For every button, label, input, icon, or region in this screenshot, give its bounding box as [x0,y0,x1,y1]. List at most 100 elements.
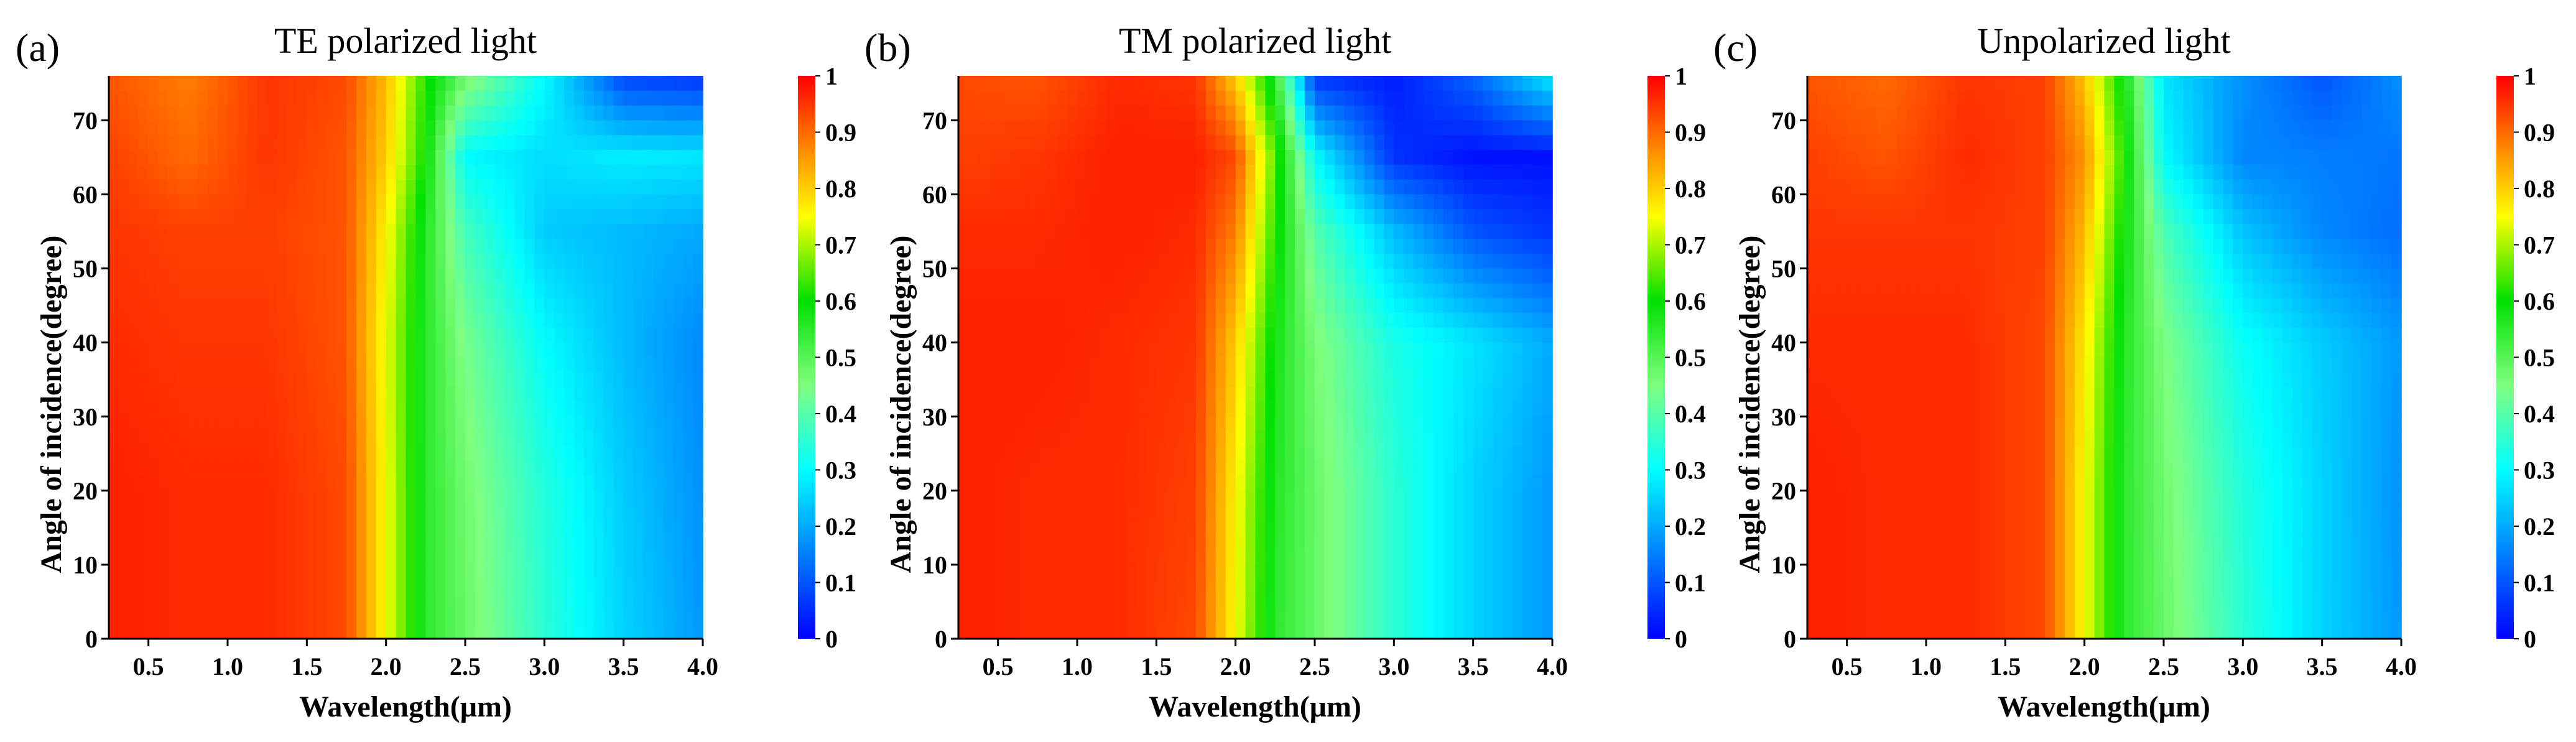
heatmap-cell [683,520,693,536]
heatmap-cell [1315,550,1325,565]
colorbar-tick-label: 0.8 [825,175,856,203]
heatmap-cell [1483,135,1494,151]
heatmap-cell [988,431,999,447]
heatmap-cell [2193,120,2204,136]
heatmap-cell [1156,268,1167,284]
heatmap-cell [327,564,337,580]
heatmap-cell [1156,461,1167,476]
heatmap-cell [978,194,989,210]
heatmap-cell [109,313,119,328]
heatmap-cell [336,135,347,151]
heatmap-cell [1295,76,1305,91]
heatmap-cell [603,298,614,313]
heatmap-cell [683,135,693,151]
heatmap-cell [277,431,288,447]
heatmap-cell [465,150,476,165]
heatmap-cell [633,520,644,536]
heatmap-cell [336,120,347,136]
heatmap-cell [346,594,357,610]
heatmap-cell [307,416,318,432]
heatmap-cell [1493,90,1504,106]
heatmap-cell [138,505,149,521]
heatmap-cell [623,179,634,195]
heatmap-cell [1483,179,1494,195]
heatmap-cell [1017,550,1029,565]
heatmap-cell [435,253,446,269]
heatmap-cell [1394,150,1405,165]
heatmap-cell [1453,194,1464,210]
heatmap-cell [228,476,238,491]
heatmap-cell [1275,76,1286,91]
heatmap-cell [1374,579,1385,595]
heatmap-cell [1285,90,1295,106]
plot-area-c: 0.5 1.0 1.5 2.0 2.5 3.0 3.5 4.00102030405060700… [1771,62,2555,680]
heatmap-cell [544,209,555,225]
heatmap-cell [1146,372,1157,387]
heatmap-cell [1057,164,1068,180]
heatmap-cell [1503,313,1514,328]
heatmap-cell [128,624,139,639]
heatmap-cell [1394,594,1405,610]
heatmap-cell [574,90,585,106]
heatmap-cell [1235,476,1246,491]
heatmap-cell [1176,135,1187,151]
heatmap-cell [1235,120,1246,136]
heatmap-cell [623,120,634,136]
heatmap-cell [1443,342,1454,358]
heatmap-cell [267,253,278,269]
heatmap-cell [564,446,575,462]
heatmap-cell [1067,238,1078,254]
heatmap-cell [643,387,654,402]
heatmap-cell [554,431,565,447]
heatmap-cell [247,476,258,491]
colorbar-tick-label: 0.5 [825,344,856,372]
heatmap-cell [988,579,999,595]
heatmap-cell [1008,476,1019,491]
heatmap-cell [445,313,456,328]
heatmap-cell [1817,105,1828,121]
heatmap-cell [327,416,337,432]
heatmap-cell [1285,253,1295,269]
heatmap-cell [564,372,575,387]
heatmap-cell [1473,298,1484,313]
heatmap-cell [228,90,238,106]
heatmap-cell [1532,594,1543,610]
heatmap-cell [1265,76,1276,91]
heatmap-cell [2312,90,2323,106]
heatmap-cell [574,150,585,165]
heatmap-cell [1235,313,1246,328]
heatmap-cell [643,90,654,106]
heatmap-cell [1414,357,1424,373]
heatmap-cell [1215,90,1226,106]
heatmap-cell [435,120,446,136]
heatmap-cell [287,194,298,210]
heatmap-cell [2084,120,2095,136]
heatmap-cell [267,120,278,136]
heatmap-cell [455,105,466,121]
heatmap-cell [1116,505,1128,521]
heatmap-cell [998,253,1009,269]
heatmap-cell [386,372,397,387]
heatmap-cell [1265,446,1276,462]
heatmap-cell [623,135,634,151]
heatmap-cell [188,594,199,610]
heatmap-cell [693,594,703,610]
heatmap-cell [1324,209,1335,225]
heatmap-cell [1166,224,1177,239]
heatmap-cell [998,194,1009,210]
heatmap-cell [138,224,149,239]
heatmap-cell [554,624,565,639]
heatmap-cell [247,209,258,225]
heatmap-cell [1067,327,1078,343]
heatmap-cell [1374,179,1385,195]
heatmap-cell [633,105,644,121]
heatmap-cell [1235,76,1246,91]
heatmap-cell [988,150,999,165]
heatmap-cell [2253,105,2263,121]
colorbar-tick-label: 0.1 [1675,569,1706,597]
heatmap-cell [2312,105,2323,121]
heatmap-cell [297,594,308,610]
heatmap-cell [1255,372,1266,387]
heatmap-cell [445,446,456,462]
heatmap-cell [673,209,683,225]
